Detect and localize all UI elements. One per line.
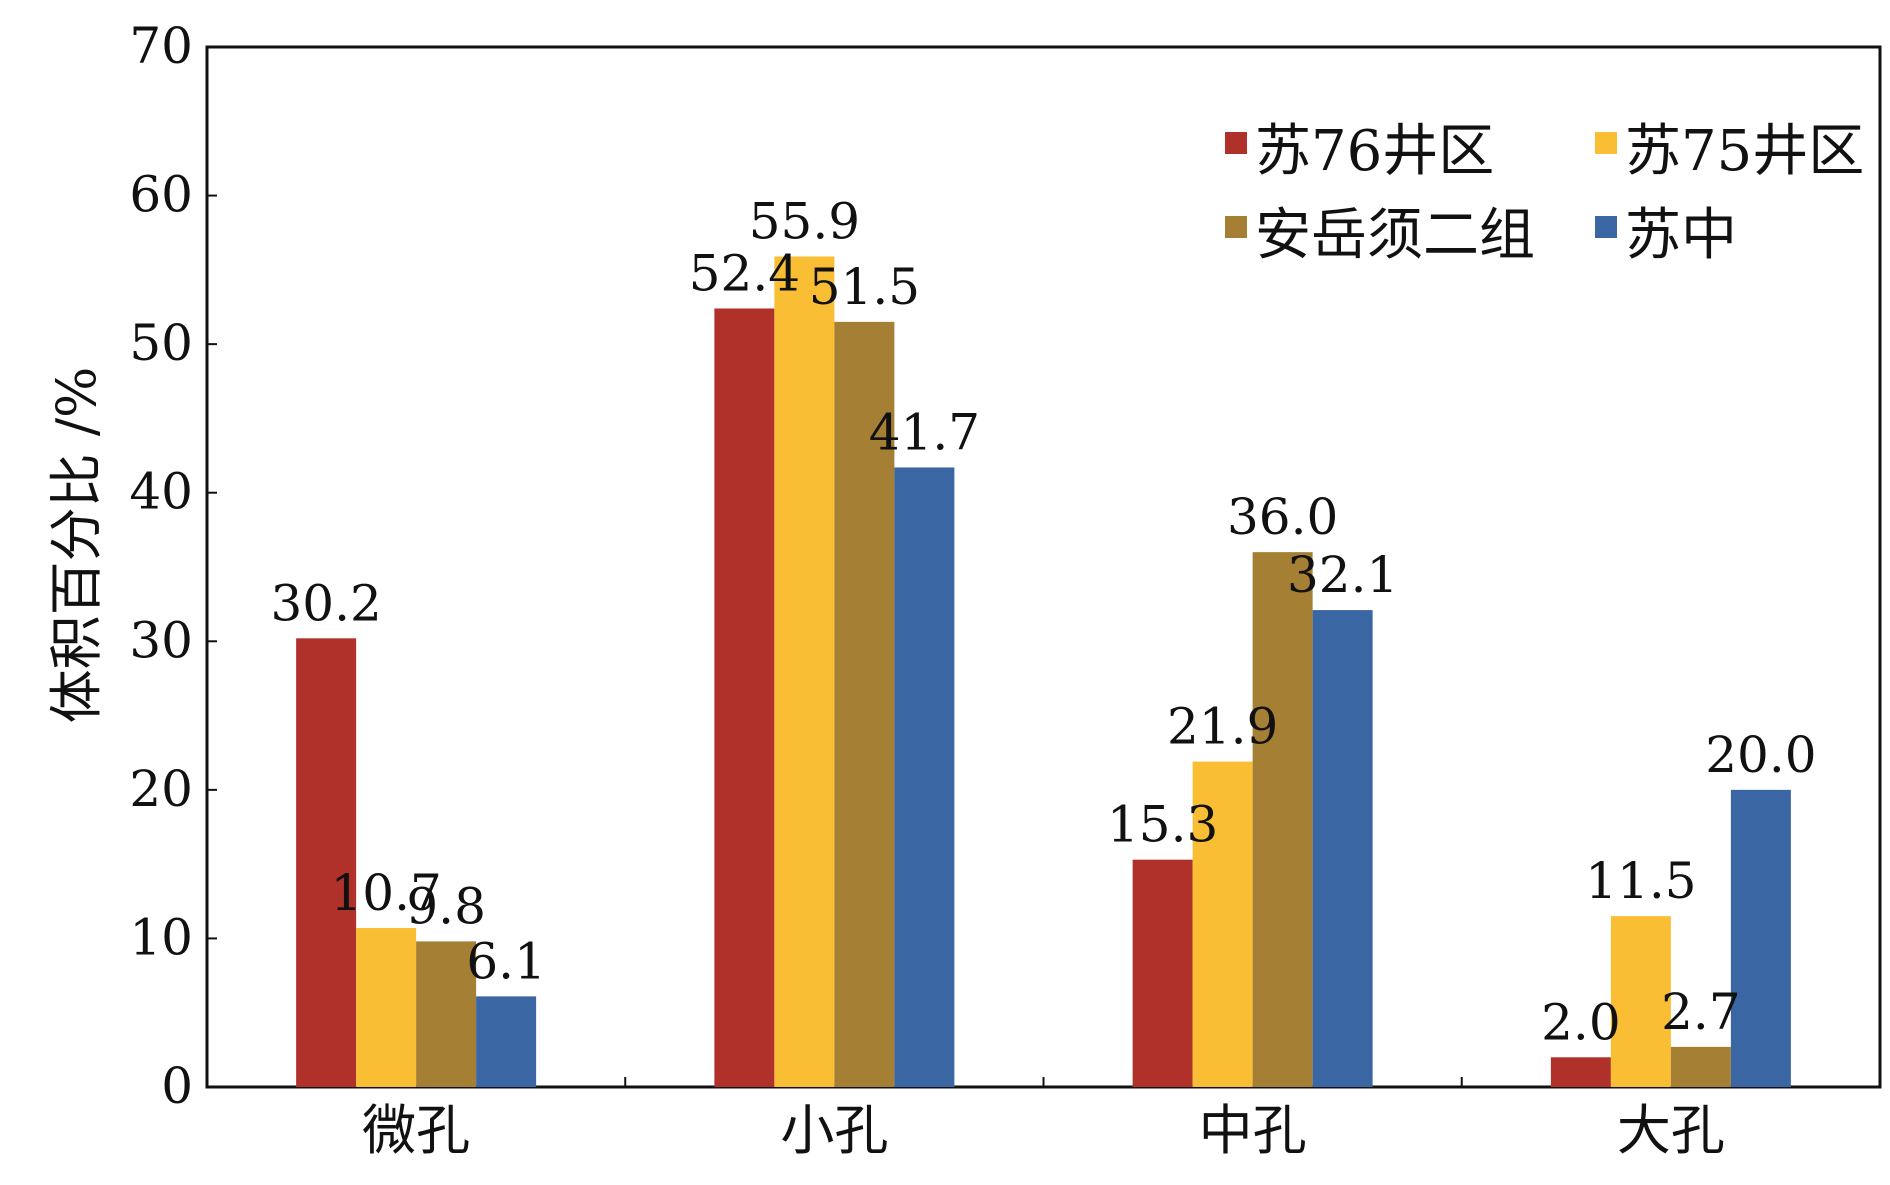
legend-swatch bbox=[1595, 216, 1617, 238]
y-tick-label: 70 bbox=[129, 17, 193, 75]
bar bbox=[1312, 610, 1373, 1087]
x-category-label: 大孔 bbox=[1617, 1099, 1725, 1162]
y-tick-label: 10 bbox=[129, 908, 193, 966]
bar bbox=[1610, 916, 1671, 1087]
data-label: 20.0 bbox=[1705, 726, 1816, 784]
legend-label: 苏76井区 bbox=[1255, 119, 1494, 184]
bar bbox=[1550, 1057, 1611, 1087]
bar bbox=[476, 996, 537, 1087]
data-label: 55.9 bbox=[749, 192, 860, 250]
axes: 0 10 20 30 40 50 60 70 微孔 小孔 中孔 大孔 bbox=[129, 17, 1882, 1162]
x-category-label: 微孔 bbox=[362, 1099, 470, 1162]
bar bbox=[416, 941, 477, 1087]
legend-item: 安岳须二组 bbox=[1225, 203, 1535, 268]
data-labels: 30.2 10.79.86.1 52.455.9 51.5 41.7 15.3 21.9 36… bbox=[270, 192, 1816, 1051]
data-label: 51.5 bbox=[809, 258, 920, 316]
data-label: 2.7 bbox=[1661, 983, 1741, 1041]
legend-label: 安岳须二组 bbox=[1255, 203, 1535, 268]
y-axis-label: 体积百分比 /% bbox=[45, 367, 108, 724]
bar bbox=[1192, 761, 1253, 1087]
legend-label: 苏中 bbox=[1625, 203, 1737, 268]
x-category-label: 小孔 bbox=[780, 1099, 888, 1162]
data-label: 21.9 bbox=[1167, 698, 1278, 756]
legend-item: 苏75井区 bbox=[1595, 119, 1864, 184]
y-tick-label: 50 bbox=[129, 314, 193, 372]
bars bbox=[296, 256, 1791, 1087]
bar bbox=[1730, 789, 1791, 1087]
data-label: 2.0 bbox=[1541, 993, 1621, 1051]
legend-label: 苏75井区 bbox=[1625, 119, 1864, 184]
data-label: 11.5 bbox=[1585, 852, 1696, 910]
bar bbox=[1670, 1046, 1731, 1087]
legend-item: 苏中 bbox=[1595, 203, 1737, 268]
data-label: 41.7 bbox=[869, 403, 980, 461]
y-tick-label: 20 bbox=[129, 760, 193, 818]
data-label: 6.1 bbox=[466, 932, 546, 990]
y-tick-label: 30 bbox=[129, 611, 193, 669]
legend-item: 苏76井区 bbox=[1225, 119, 1494, 184]
bar bbox=[894, 467, 955, 1087]
bar bbox=[834, 321, 895, 1087]
bar bbox=[1132, 859, 1193, 1087]
bar bbox=[356, 928, 417, 1087]
bar bbox=[774, 256, 835, 1087]
legend-swatch bbox=[1225, 216, 1247, 238]
legend-swatch bbox=[1225, 132, 1247, 154]
data-label: 15.3 bbox=[1107, 796, 1218, 854]
data-label: 52.4 bbox=[689, 244, 800, 302]
data-label: 9.8 bbox=[406, 877, 486, 935]
y-tick-label: 0 bbox=[161, 1057, 193, 1115]
y-tick-label: 60 bbox=[129, 166, 193, 224]
bar bbox=[714, 308, 775, 1087]
x-category-label: 中孔 bbox=[1199, 1099, 1307, 1162]
legend-swatch bbox=[1595, 132, 1617, 154]
data-label: 36.0 bbox=[1227, 488, 1338, 546]
y-tick-label: 40 bbox=[129, 463, 193, 521]
data-label: 30.2 bbox=[270, 574, 381, 632]
data-label: 32.1 bbox=[1287, 546, 1398, 604]
bar bbox=[1252, 552, 1313, 1087]
data-label: 10.7 bbox=[330, 864, 441, 922]
bar bbox=[296, 638, 357, 1087]
